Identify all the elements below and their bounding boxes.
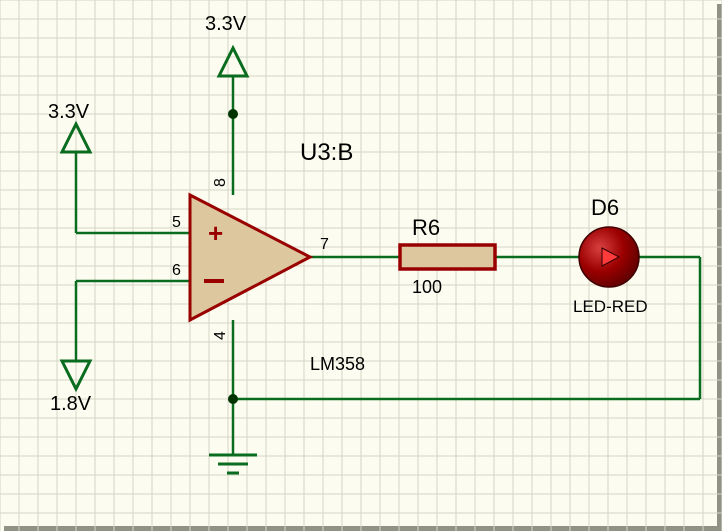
plus-symbol: + [208, 218, 223, 248]
shadow-bottom [4, 526, 722, 531]
shadow-right [717, 4, 722, 531]
label-v18: 1.8V [50, 393, 92, 415]
label-led-part: LED-RED [573, 297, 648, 316]
label-pin7: 7 [320, 236, 329, 253]
circuit-schematic: + 3.3V 3.3V 1.8V U3:B LM358 5 6 7 8 4 R6 100 D6 LED-R… [0, 0, 722, 531]
label-opamp-ref: U3:B [300, 139, 353, 166]
label-pin8: 8 [212, 178, 229, 187]
label-resistor-ref: R6 [412, 215, 440, 240]
label-pin6: 6 [172, 262, 181, 279]
label-opamp-part: LM358 [310, 354, 365, 374]
label-vcc-top: 3.3V [205, 13, 247, 35]
label-pin5: 5 [172, 214, 181, 231]
label-pin4: 4 [212, 331, 229, 340]
resistor-body [400, 245, 495, 269]
label-resistor-val: 100 [412, 277, 442, 297]
label-led-ref: D6 [591, 195, 619, 220]
label-vcc-left: 3.3V [48, 101, 90, 123]
led [579, 227, 639, 287]
resistor [400, 245, 495, 269]
